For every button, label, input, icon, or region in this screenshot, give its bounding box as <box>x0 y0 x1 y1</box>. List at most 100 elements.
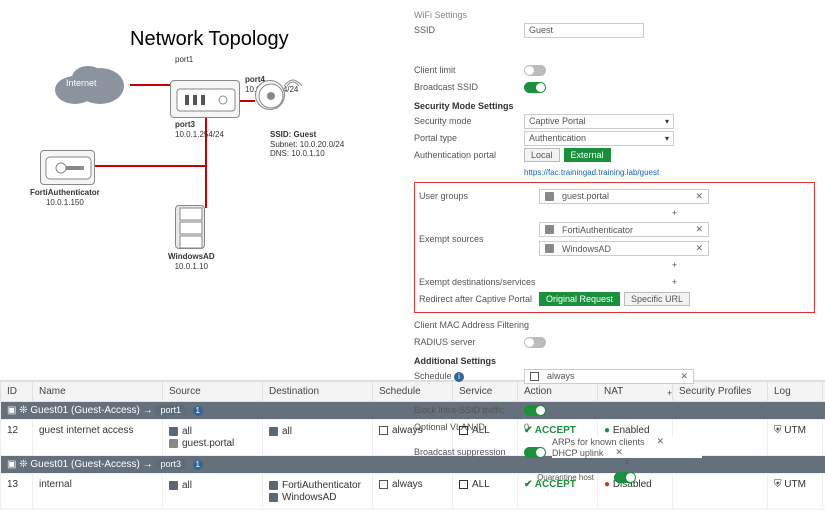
remove-icon[interactable]: ✕ <box>657 436 665 447</box>
additional-settings-head: Additional Settings <box>414 356 815 366</box>
remove-icon[interactable]: ✕ <box>695 243 703 254</box>
exempt-sources-label: Exempt sources <box>419 234 539 244</box>
interface-pill: port3 <box>155 459 186 469</box>
col-source[interactable]: Source <box>163 382 263 402</box>
service-icon <box>459 480 468 489</box>
ssid-info-1: SSID: Guest <box>270 130 316 139</box>
winad-label: WindowsAD <box>168 252 215 261</box>
broadcast-suppression-label: Broadcast suppression <box>414 447 524 457</box>
radius-label: RADIUS server <box>414 337 524 347</box>
ssid-input[interactable]: Guest <box>524 23 644 38</box>
address-icon <box>169 481 178 490</box>
quarantine-label: Quarantine host <box>414 473 614 482</box>
client-limit-toggle[interactable] <box>524 65 546 76</box>
wifi-settings-head: WiFi Settings <box>414 10 815 20</box>
cell-source: all <box>163 474 263 510</box>
remove-icon[interactable]: ✕ <box>695 191 703 202</box>
mac-filter-label: Client MAC Address Filtering <box>414 320 574 330</box>
info-icon[interactable]: 1 <box>193 460 203 470</box>
broadcast-suppression-toggle[interactable] <box>524 447 546 458</box>
bsup-item: ARPs for known clients✕ <box>552 436 702 447</box>
broadcast-ssid-toggle[interactable] <box>524 82 546 93</box>
info-icon[interactable]: 1 <box>193 406 203 416</box>
info-icon[interactable]: i <box>454 372 464 382</box>
block-intra-toggle[interactable] <box>524 405 546 416</box>
topology-diagram: Network Topology Internet port1 port4 10… <box>0 0 410 380</box>
cell-dest: FortiAuthenticator WindowsAD <box>263 474 373 510</box>
port3-ip: 10.0.1.254/24 <box>175 130 224 139</box>
client-limit-label: Client limit <box>414 65 524 75</box>
auth-portal-local-button[interactable]: Local <box>524 148 560 162</box>
fortiauth-device-icon <box>40 150 95 185</box>
user-group-chip[interactable]: guest.portal✕ <box>539 189 709 204</box>
ssid-info-3: DNS: 10.0.1.10 <box>270 149 325 158</box>
redirect-original-button[interactable]: Original Request <box>539 292 620 306</box>
auth-portal-label: Authentication portal <box>414 150 524 160</box>
cell-source: all guest.portal <box>163 420 263 456</box>
topology-title: Network Topology <box>130 28 289 51</box>
host-icon <box>545 225 554 234</box>
address-icon <box>269 481 278 490</box>
security-mode-label: Security mode <box>414 116 524 126</box>
ssid-info-2: Subnet: 10.0.20.0/24 <box>270 140 344 149</box>
ssid-label: SSID <box>414 25 524 35</box>
auth-portal-url: https://fac.trainingad.training.lab/gues… <box>524 168 659 177</box>
exempt-dest-label: Exempt destinations/services <box>419 277 539 287</box>
security-mode-select[interactable]: Captive Portal▾ <box>524 114 674 129</box>
portal-type-label: Portal type <box>414 133 524 143</box>
address-icon <box>169 427 178 436</box>
redirect-label: Redirect after Captive Portal <box>419 294 539 304</box>
fortiauth-ip: 10.0.1.150 <box>46 198 84 207</box>
interface-pill: port1 <box>155 405 186 415</box>
cell-dest: all <box>263 420 373 456</box>
radius-toggle[interactable] <box>524 337 546 348</box>
wifi-settings-panel: WiFi Settings SSID Guest Client limit Br… <box>410 0 825 380</box>
exempt-source-chip[interactable]: FortiAuthenticator✕ <box>539 222 709 237</box>
cell-id: 13 <box>1 474 33 510</box>
schedule-label: Schedule i <box>414 371 524 382</box>
collapse-icon[interactable]: ▣ <box>7 459 19 470</box>
user-groups-label: User groups <box>419 191 539 201</box>
wifi-icon: ❊ <box>19 459 30 470</box>
col-dest[interactable]: Destination <box>263 382 373 402</box>
server-icon <box>175 205 205 249</box>
internet-label: Internet <box>66 78 97 88</box>
schedule-chip[interactable]: always✕ <box>524 369 694 384</box>
access-point-icon <box>255 80 285 110</box>
exempt-source-chip[interactable]: WindowsAD✕ <box>539 241 709 256</box>
bsup-item: DHCP uplink✕ <box>552 447 702 458</box>
winad-ip: 10.0.1.10 <box>175 262 208 271</box>
address-icon <box>269 493 278 502</box>
highlighted-settings-group: User groups guest.portal✕ + Exempt sourc… <box>414 182 815 313</box>
collapse-icon[interactable]: ▣ <box>7 405 19 416</box>
redirect-specific-button[interactable]: Specific URL <box>624 292 690 306</box>
remove-icon[interactable]: ✕ <box>695 224 703 235</box>
topo-link <box>130 84 170 86</box>
router-icon <box>170 80 240 118</box>
block-intra-label: Block intra-SSID traffic <box>414 405 524 415</box>
security-mode-head: Security Mode Settings <box>414 101 815 111</box>
wifi-icon: ❊ <box>19 405 30 416</box>
group-icon <box>545 192 554 201</box>
portal-type-select[interactable]: Authentication▾ <box>524 131 674 146</box>
group-icon <box>169 439 178 448</box>
broadcast-ssid-label: Broadcast SSID <box>414 82 524 92</box>
calendar-icon <box>379 426 388 435</box>
calendar-icon <box>530 372 539 381</box>
host-icon <box>545 244 554 253</box>
port3-label: port3 <box>175 120 195 129</box>
quarantine-toggle[interactable] <box>614 472 636 483</box>
cell-name: internal <box>33 474 163 510</box>
cell-id: 12 <box>1 420 33 456</box>
remove-icon[interactable]: ✕ <box>680 371 688 382</box>
address-icon <box>269 427 278 436</box>
service-icon <box>459 426 468 435</box>
topo-link <box>95 165 205 167</box>
auth-portal-external-button[interactable]: External <box>564 148 611 162</box>
remove-icon[interactable]: ✕ <box>615 447 623 458</box>
col-id[interactable]: ID <box>1 382 33 402</box>
wifi-signal-icon <box>282 68 304 90</box>
fortiauth-label: FortiAuthenticator <box>30 188 100 197</box>
calendar-icon <box>379 480 388 489</box>
col-name[interactable]: Name <box>33 382 163 402</box>
